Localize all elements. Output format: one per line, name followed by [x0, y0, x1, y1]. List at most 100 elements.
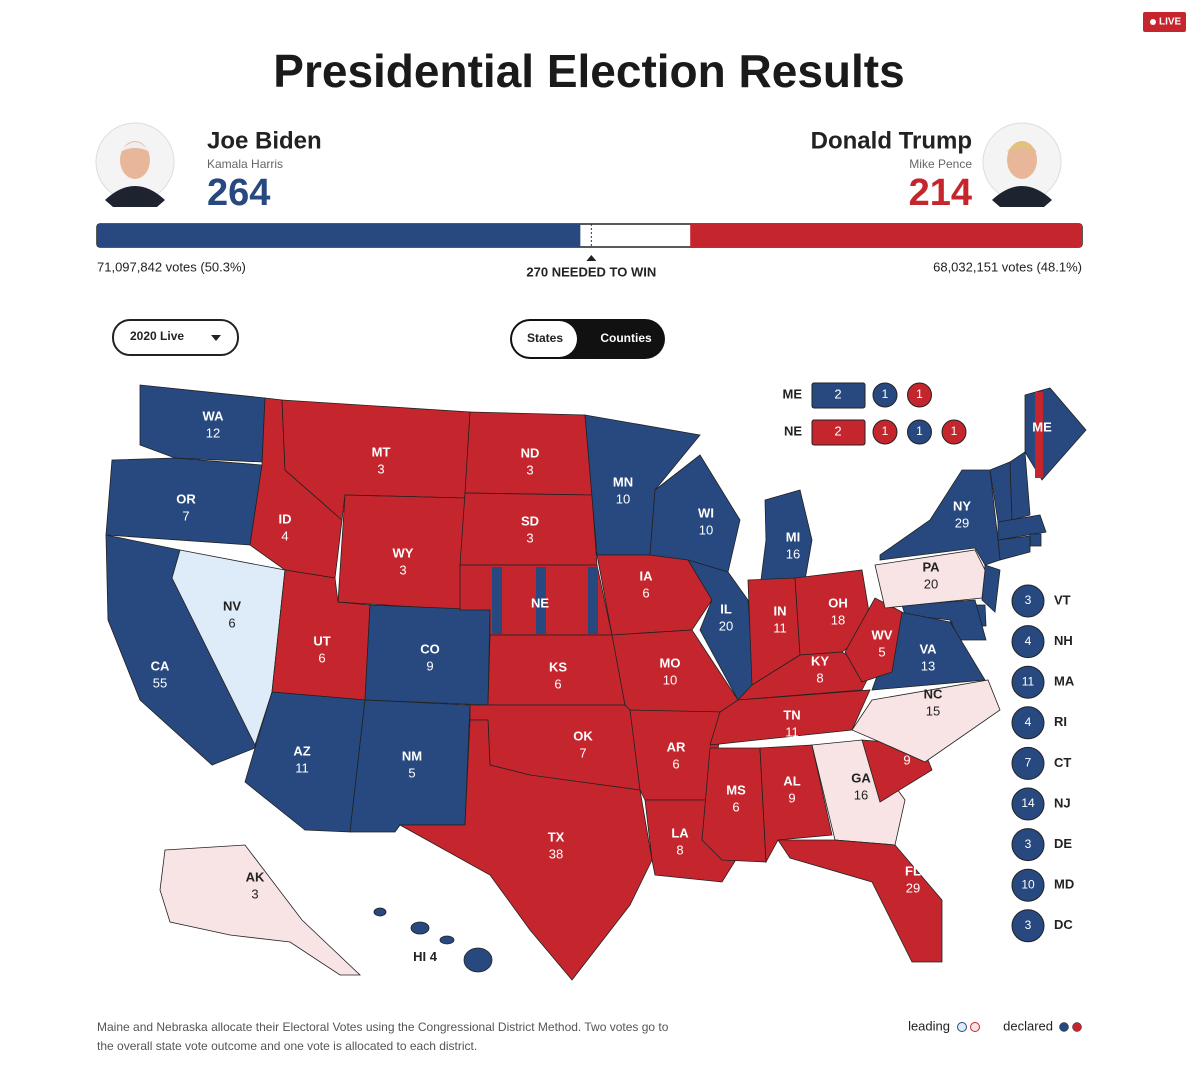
state-abbr: OR	[176, 491, 196, 506]
photo-suit	[992, 186, 1052, 207]
small-state-votes: 4	[1025, 715, 1032, 729]
state-abbr: HI	[413, 949, 426, 964]
district-circle	[872, 382, 898, 408]
toggle-states[interactable]	[512, 321, 577, 357]
state-abbr: OK	[573, 728, 593, 743]
state-votes: 6	[228, 615, 235, 630]
district-votes: 1	[882, 424, 889, 438]
state-shape	[709, 689, 871, 746]
state-abbr: TN	[783, 707, 800, 722]
small-state-abbr: MA	[1054, 674, 1075, 689]
toggle-counties[interactable]	[580, 321, 663, 357]
district-votes: 1	[951, 424, 958, 438]
state-shape	[759, 744, 833, 864]
district-circle	[872, 419, 898, 445]
state-shape	[410, 921, 430, 935]
state-votes: 9	[788, 790, 795, 805]
state-votes: 11	[785, 724, 799, 739]
tally-bar-dem	[97, 224, 581, 247]
state-abbr: SD	[521, 513, 539, 528]
state-shape	[844, 597, 903, 683]
state-abbr: WI	[698, 505, 714, 520]
state-abbr: WY	[393, 545, 414, 560]
district-stripe	[588, 567, 598, 634]
small-state-votes: 10	[1021, 877, 1035, 891]
page-title: Presidential Election Results	[273, 45, 904, 97]
legend-swatch	[970, 1022, 980, 1032]
state-shape	[171, 549, 286, 747]
state-votes: 16	[854, 787, 868, 802]
state-votes: 29	[906, 880, 920, 895]
small-state-circle	[1011, 746, 1045, 780]
state-abbr: LA	[671, 825, 689, 840]
small-state-votes: 3	[1025, 837, 1032, 851]
state-abbr: IN	[774, 603, 787, 618]
popular-vote: 68,032,151 votes (48.1%)	[933, 259, 1082, 274]
toggle-counties-label: Counties	[600, 331, 652, 345]
state-abbr: ME	[1032, 419, 1052, 434]
state-shape	[851, 679, 1001, 763]
state-votes: 6	[642, 585, 649, 600]
split-box	[811, 419, 866, 446]
state-votes: 20	[924, 576, 938, 591]
state-votes: 8	[816, 670, 823, 685]
state-abbr: KY	[811, 653, 829, 668]
legend-leading: leading	[908, 1018, 950, 1033]
state-shape	[439, 935, 455, 945]
running-mate: Mike Pence	[909, 157, 972, 171]
toggle-states-label: States	[527, 331, 563, 345]
district-stripe	[1035, 392, 1043, 478]
state-abbr: MT	[372, 444, 391, 459]
small-state-circle	[1011, 868, 1045, 902]
small-state-abbr: VT	[1054, 592, 1071, 607]
state-shape	[373, 907, 387, 917]
state-abbr: NM	[402, 748, 422, 763]
state-abbr: CO	[420, 641, 440, 656]
state-abbr: IA	[640, 568, 654, 583]
split-votes: 2	[834, 386, 841, 401]
legend-swatch	[957, 1022, 967, 1032]
state-label: HI 4	[413, 949, 438, 964]
state-abbr: MN	[613, 474, 633, 489]
state-votes: 3	[251, 886, 258, 901]
state-abbr: PA	[922, 559, 940, 574]
state-abbr: NY	[953, 498, 971, 513]
us-map: WA12OR7CA55NV6ID4MT3WY3UT6CO9AZ11NM5ND3S…	[105, 384, 1087, 981]
state-abbr: ND	[521, 445, 540, 460]
split-state-abbr: NE	[784, 423, 802, 438]
district-votes: 1	[916, 387, 923, 401]
dropdown-arrow	[211, 335, 221, 341]
state-votes: 5	[878, 644, 885, 659]
year-dropdown[interactable]	[112, 319, 239, 356]
state-shape	[777, 839, 943, 963]
split-votes: 2	[834, 423, 841, 438]
state-shape	[737, 651, 873, 701]
state-abbr: AR	[667, 739, 686, 754]
state-votes: 55	[153, 675, 167, 690]
district-stripe	[536, 567, 546, 634]
state-abbr: WV	[872, 627, 893, 642]
district-stripe	[492, 567, 502, 634]
state-shape	[398, 719, 653, 981]
split-state-abbr: ME	[783, 386, 803, 401]
state-votes: 7	[579, 745, 586, 760]
state-votes: 3	[526, 462, 533, 477]
district-votes: 1	[916, 424, 923, 438]
small-state-abbr: NH	[1054, 633, 1073, 648]
small-state-circle	[1011, 625, 1045, 659]
state-shape	[874, 549, 986, 609]
state-votes: 15	[926, 703, 940, 718]
state-shape	[139, 384, 266, 463]
state-votes: 10	[616, 491, 630, 506]
state-votes: 4	[281, 528, 288, 543]
photo-face	[1007, 141, 1037, 179]
candidate-name: Joe Biden	[207, 127, 322, 154]
threshold-arrow	[586, 255, 597, 261]
small-state-circle	[1011, 828, 1045, 862]
footnote: Maine and Nebraska allocate their Electo…	[97, 1020, 669, 1053]
state-shape	[701, 747, 767, 863]
electoral-votes: 264	[207, 172, 270, 214]
state-abbr: MO	[660, 655, 681, 670]
